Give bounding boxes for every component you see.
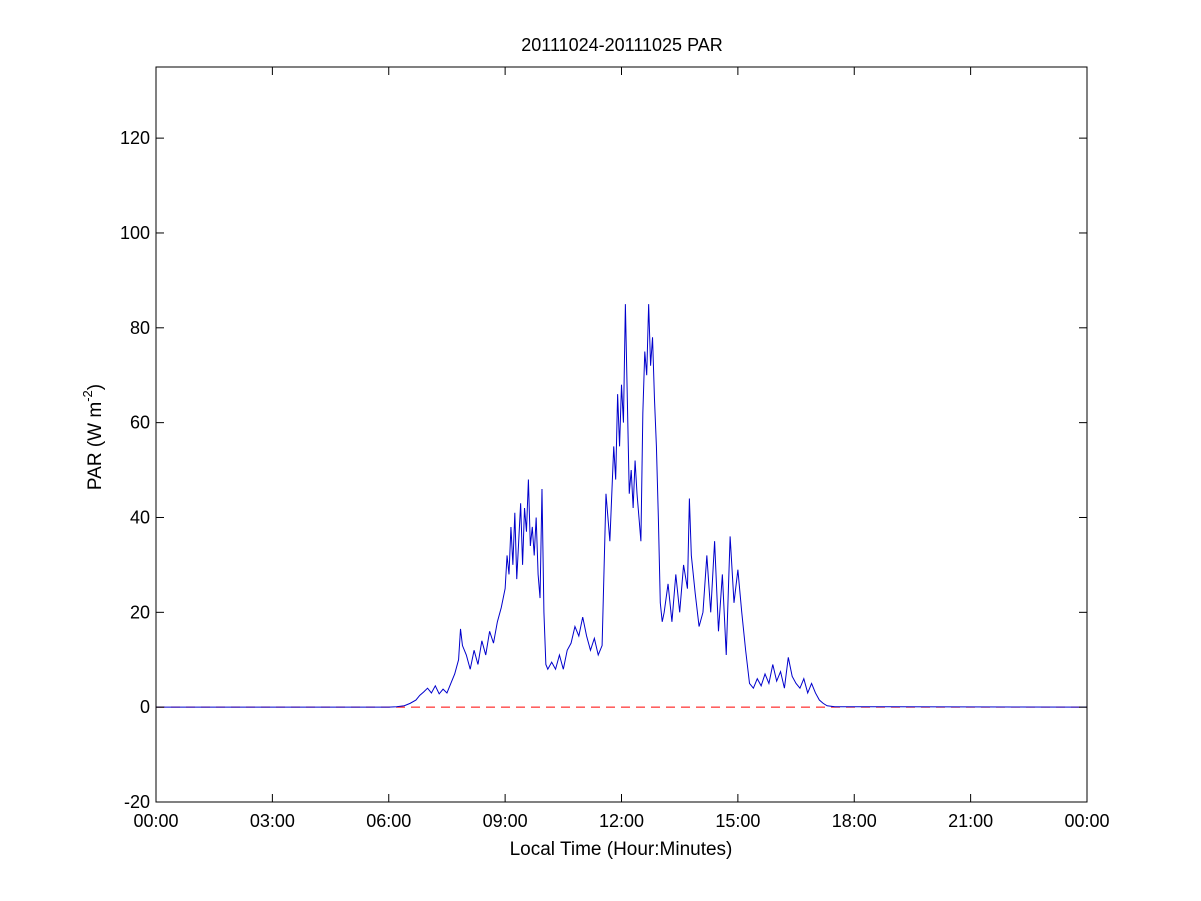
y-tick-label: 80 (130, 318, 150, 338)
y-tick-label: 40 (130, 507, 150, 527)
y-tick-label: 100 (120, 223, 150, 243)
x-tick-label: 18:00 (832, 811, 877, 831)
y-axis-label: PAR (W m-2) (80, 384, 106, 490)
y-axis-label-close: ) (85, 384, 106, 390)
par-series-line (156, 304, 1088, 708)
plot-area (156, 304, 1088, 708)
y-tick-label: 60 (130, 413, 150, 433)
x-tick-label: 21:00 (948, 811, 993, 831)
y-tick-label: -20 (124, 792, 150, 812)
y-tick-label: 120 (120, 128, 150, 148)
chart-title: 20111024-20111025 PAR (521, 35, 723, 55)
x-tick-label: 09:00 (483, 811, 528, 831)
x-tick-label: 00:00 (1064, 811, 1109, 831)
y-tick-label: 0 (140, 697, 150, 717)
y-axis-label-superscript: -2 (80, 390, 95, 402)
x-tick-label: 03:00 (250, 811, 295, 831)
x-tick-label: 12:00 (599, 811, 644, 831)
y-tick-label: 20 (130, 602, 150, 622)
axis-ticks: 00:00 03:00 06:00 09:00 12:00 15:00 18:00 21:00… (120, 67, 1110, 831)
y-axis-label-main: PAR (W m (85, 402, 106, 490)
x-tick-label: 06:00 (366, 811, 411, 831)
x-tick-label: 15:00 (715, 811, 760, 831)
x-tick-label: 00:00 (133, 811, 178, 831)
x-axis-label: Local Time (Hour:Minutes) (510, 839, 733, 860)
plot-frame (155, 66, 1088, 803)
